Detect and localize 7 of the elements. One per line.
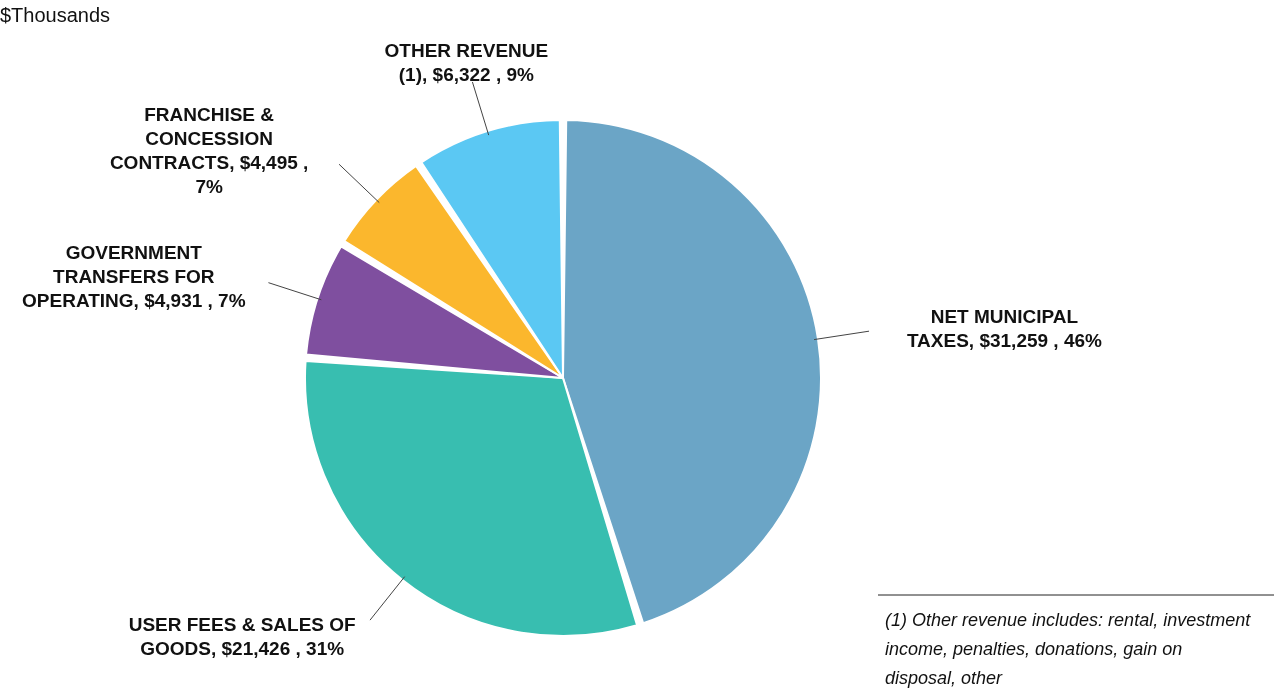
text: $Thousands (0, 4, 111, 26)
text: (1) Other revenue includes: rental, investment income, penalties, donations, gain on disposal, other (885, 610, 1252, 688)
slice-label: USER FEES & SALES OF GOODS, $21,426 , 31% (128, 614, 356, 660)
slice-label: GOVERNMENT TRANSFERS FOR OPERATING, $4,931 , 7% (22, 242, 246, 312)
slice-label: OTHER REVENUE (1), $6,322 , 9% (384, 40, 549, 86)
slice-label: NET MUNICIPAL TAXES, $31,259 , 46% (906, 306, 1103, 352)
slice-label: FRANCHISE & CONCESSION CONTRACTS, $4,495 , 7% (109, 103, 309, 197)
